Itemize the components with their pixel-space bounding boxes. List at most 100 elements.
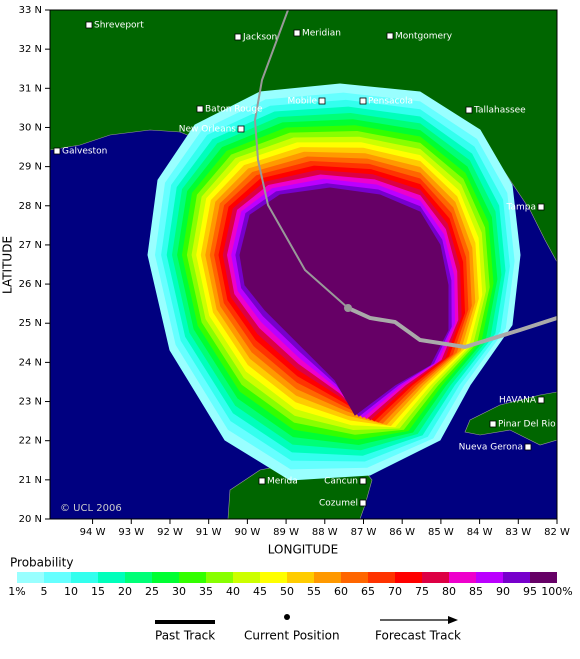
forecast-track	[347, 306, 557, 350]
x-tick-label: 84 W	[467, 527, 493, 538]
legend-swatch	[71, 572, 98, 583]
x-tick-label: 87 W	[351, 527, 377, 538]
copyright: © UCL 2006	[60, 503, 122, 514]
y-tick-label: 25 N	[19, 318, 42, 329]
legend-item: Past Track	[155, 629, 215, 643]
current-position	[344, 304, 352, 312]
legend-level-label: 90	[496, 585, 510, 598]
y-tick-label: 31 N	[19, 83, 42, 94]
city-label: New Orleans	[179, 125, 237, 135]
x-tick-label: 91 W	[196, 527, 222, 538]
legend-level-label: 20	[118, 585, 132, 598]
legend-swatch	[314, 572, 341, 583]
legend-level-label: 35	[199, 585, 213, 598]
legend-swatch	[233, 572, 260, 583]
legend-swatch	[341, 572, 368, 583]
legend-level-label: 70	[388, 585, 402, 598]
city-label: Cancun	[324, 477, 358, 487]
y-tick-label: 24 N	[19, 357, 42, 368]
x-tick-label: 94 W	[80, 527, 106, 538]
city-label: Merida	[267, 477, 298, 487]
legend-level-label: 50	[280, 585, 294, 598]
legend-swatch	[179, 572, 206, 583]
city-label: Mobile	[287, 97, 317, 107]
legend-level-label: 15	[91, 585, 105, 598]
city-marker	[293, 29, 301, 37]
city-label: Baton Rouge	[205, 105, 263, 115]
legend-level-label: 10	[64, 585, 78, 598]
city-label: Cozumel	[319, 499, 358, 509]
legend-level-label: 55	[307, 585, 321, 598]
legend-swatch	[530, 572, 557, 583]
cities: Shreveport Jackson Meridian Montgomery Baton…	[53, 21, 556, 509]
legend-current-position	[284, 614, 290, 620]
past-track	[253, 10, 349, 309]
city-label: Tampa	[505, 203, 536, 213]
city-label: Nueva Gerona	[459, 443, 523, 453]
y-tick-label: 28 N	[19, 201, 42, 212]
city-label: Montgomery	[395, 32, 453, 42]
x-tick-label: 83 W	[505, 527, 531, 538]
x-tick-label: 85 W	[428, 527, 454, 538]
city-marker	[537, 203, 545, 211]
legend-swatch	[17, 572, 44, 583]
legend-level-label: 1%	[8, 585, 25, 598]
city-marker	[537, 396, 545, 404]
city-marker	[318, 97, 326, 105]
x-tick-label: 82 W	[544, 527, 570, 538]
city-marker	[524, 443, 532, 451]
legend-swatch	[260, 572, 287, 583]
legend-level-label: 45	[253, 585, 267, 598]
city-marker	[465, 106, 473, 114]
y-tick-label: 30 N	[19, 122, 42, 133]
legend-level-label: 30	[172, 585, 186, 598]
city-label: Pinar Del Rio	[498, 420, 556, 430]
city-label: HAVANA	[499, 396, 537, 406]
x-tick-label: 86 W	[389, 527, 415, 538]
y-tick-label: 32 N	[19, 44, 42, 55]
x-tick-label: 90 W	[234, 527, 260, 538]
x-tick-label: 88 W	[312, 527, 338, 538]
legend-swatch	[449, 572, 476, 583]
legend-item: Forecast Track	[375, 629, 461, 643]
city-marker	[258, 477, 266, 485]
city-marker	[359, 477, 367, 485]
legend-level-label: 75	[415, 585, 429, 598]
city-marker	[359, 499, 367, 507]
legend-level-label: 40	[226, 585, 240, 598]
city-marker	[85, 21, 93, 29]
legend-swatch	[206, 572, 233, 583]
y-tick-label: 20 N	[19, 514, 42, 525]
legend-level-label: 60	[334, 585, 348, 598]
legend-swatch	[476, 572, 503, 583]
y-tick-label: 29 N	[19, 162, 42, 173]
city-label: Jackson	[242, 33, 277, 43]
city-marker	[237, 125, 245, 133]
probability-contours	[147, 83, 521, 481]
city-marker	[196, 105, 204, 113]
city-label: Meridian	[302, 29, 341, 39]
y-tick-label: 27 N	[19, 240, 42, 251]
legend-level-label: 65	[361, 585, 375, 598]
legend-swatch	[422, 572, 449, 583]
city-marker	[386, 32, 394, 40]
x-tick-label: 93 W	[118, 527, 144, 538]
city-marker	[234, 33, 242, 41]
y-tick-label: 22 N	[19, 436, 42, 447]
legend-item: Current Position	[244, 629, 340, 643]
y-axis-label: LATITUDE	[1, 236, 15, 294]
x-tick-label: 89 W	[273, 527, 299, 538]
legend-title: Probability	[10, 556, 73, 570]
legend-level-label: 80	[442, 585, 456, 598]
probability-contour	[239, 187, 449, 416]
map-frame	[49, 9, 558, 520]
legend-level-label: 95	[523, 585, 537, 598]
city-label: Shreveport	[94, 21, 144, 31]
legend-swatch	[287, 572, 314, 583]
legend-swatch	[368, 572, 395, 583]
legend-swatch	[44, 572, 71, 583]
map-area: Shreveport Jackson Meridian Montgomery Baton…	[50, 10, 557, 519]
land-cuba	[464, 391, 557, 446]
legend-level-label: 100%	[541, 585, 572, 598]
